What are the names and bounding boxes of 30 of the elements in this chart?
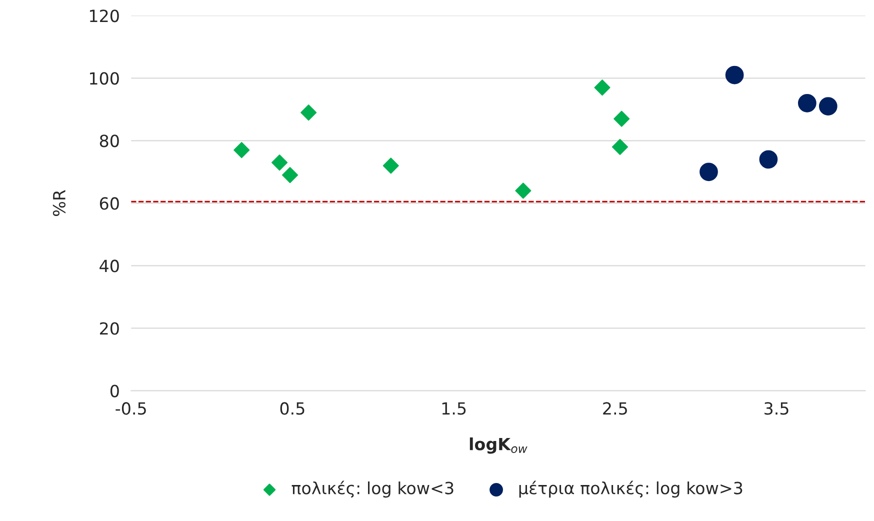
x-tick-label: 1.5 (442, 402, 466, 415)
y-tick-label: 60 (100, 197, 119, 210)
point (612, 138, 628, 155)
point (725, 66, 744, 84)
point (300, 104, 317, 121)
point (700, 162, 718, 182)
point (798, 94, 816, 112)
point (614, 110, 630, 127)
y-tick-label: 20 (100, 322, 119, 335)
y-axis-title: %R (52, 190, 66, 216)
y-tick-label: 120 (90, 10, 119, 22)
y-tick-label: 0 (110, 384, 119, 398)
y-tick-label: 80 (100, 134, 119, 148)
point (382, 158, 399, 174)
point (282, 167, 298, 184)
point (818, 97, 838, 116)
point (234, 142, 250, 158)
point (515, 182, 532, 199)
legend-label: πολικές: log kow<3 (292, 480, 454, 498)
point (272, 154, 288, 171)
y-tick-label: 40 (100, 260, 119, 272)
x-tick-label: 0.5 (280, 402, 304, 415)
y-tick-label: 100 (90, 72, 119, 85)
x-tick-label: 2.5 (603, 402, 627, 415)
x-tick-label: -0.5 (116, 402, 146, 415)
x-tick-label: 3.5 (764, 402, 788, 415)
point (594, 79, 610, 96)
x-axis-title: logK$_{ow}$ (470, 437, 528, 454)
legend-label: μέτρια πολικές: log kow>3 (519, 480, 742, 498)
point (759, 150, 778, 169)
